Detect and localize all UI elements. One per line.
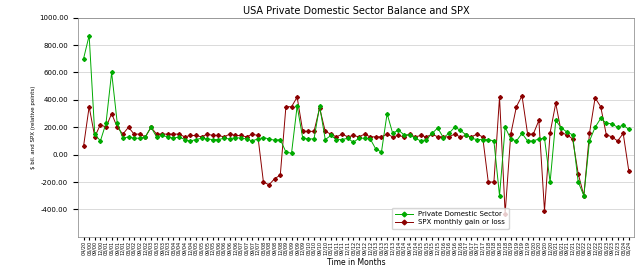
Private Domestic Sector [344, 136, 351, 140]
Line: SPX monthly gain or loss: SPX monthly gain or loss [82, 95, 630, 215]
Title: USA Private Domestic Sector Balance and SPX: USA Private Domestic Sector Balance and … [243, 6, 470, 16]
Private Domestic Sector [85, 34, 93, 37]
SPX monthly gain or loss [113, 126, 121, 129]
Private Domestic Sector [625, 128, 633, 131]
SPX monthly gain or loss [625, 169, 633, 173]
Y-axis label: $ bil. and SPX (relative points): $ bil. and SPX (relative points) [31, 86, 36, 169]
Private Domestic Sector [389, 132, 397, 135]
SPX monthly gain or loss [339, 132, 346, 136]
X-axis label: Time in Months: Time in Months [327, 258, 385, 267]
Private Domestic Sector [80, 57, 88, 61]
Private Domestic Sector [119, 136, 127, 140]
Line: Private Domestic Sector: Private Domestic Sector [82, 34, 630, 197]
Private Domestic Sector [131, 136, 138, 140]
Private Domestic Sector [428, 132, 436, 135]
SPX monthly gain or loss [80, 145, 88, 148]
SPX monthly gain or loss [518, 94, 526, 98]
SPX monthly gain or loss [422, 135, 430, 138]
SPX monthly gain or loss [501, 212, 509, 215]
Legend: Private Domestic Sector, SPX monthly gain or loss: Private Domestic Sector, SPX monthly gai… [392, 208, 509, 229]
SPX monthly gain or loss [383, 132, 391, 136]
Private Domestic Sector [496, 194, 504, 197]
SPX monthly gain or loss [496, 95, 504, 99]
SPX monthly gain or loss [125, 126, 132, 129]
Private Domestic Sector [507, 137, 515, 141]
